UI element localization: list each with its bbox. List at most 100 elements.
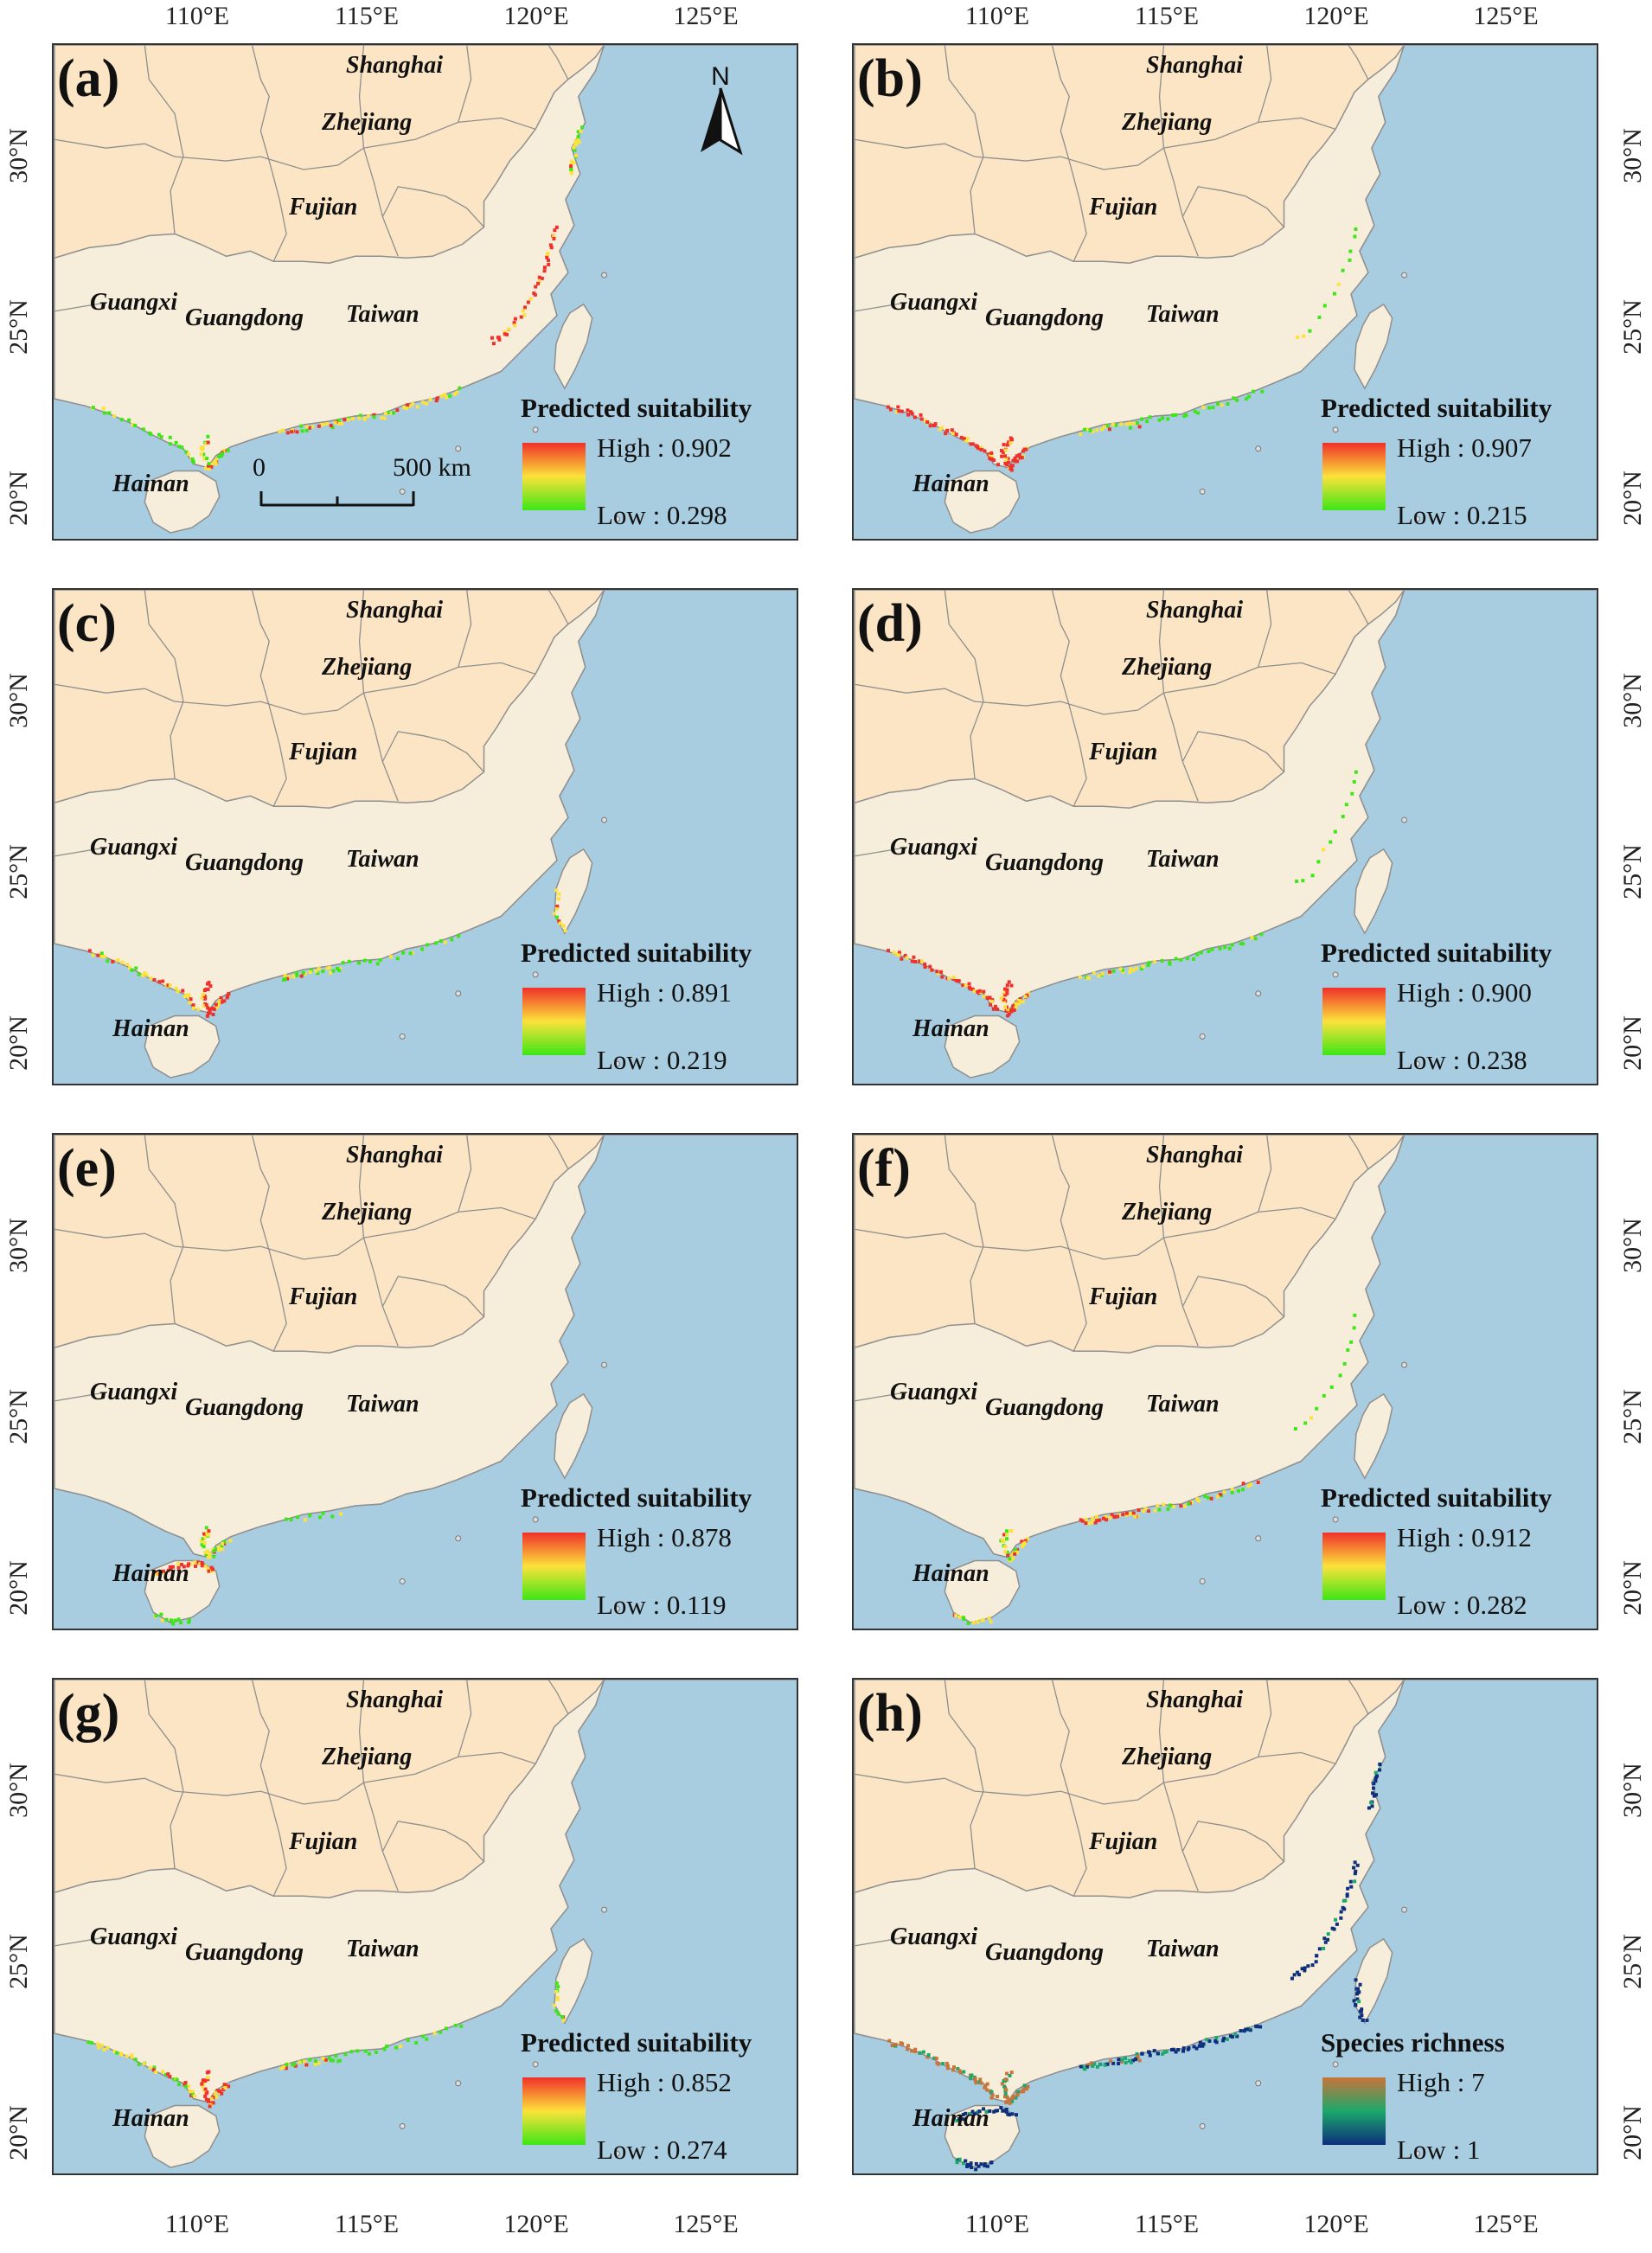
suitability-cell (1230, 1488, 1234, 1492)
province-label-hainan: Hainan (112, 470, 189, 497)
suitability-cell (930, 968, 934, 972)
suitability-cell (341, 961, 345, 965)
suitability-cell (201, 992, 205, 996)
suitability-cell (382, 2047, 387, 2051)
suitability-cell (1100, 971, 1105, 976)
suitability-cell (1341, 815, 1345, 819)
suitability-cell (225, 995, 229, 1000)
suitability-cell (1211, 406, 1215, 410)
suitability-cell (940, 426, 944, 430)
lat-tick-left-row3-1: 25°N (4, 1389, 33, 1444)
lat-tick-right-row1-0: 30°N (1618, 128, 1647, 183)
province-label-guangxi: Guangxi (90, 1923, 178, 1950)
suitability-cell (128, 966, 132, 970)
province-label-zhejiang: Zhejiang (1122, 1199, 1213, 1226)
suitability-cell (1091, 1518, 1095, 1522)
suitability-cell (982, 989, 986, 994)
suitability-cell (558, 921, 562, 925)
suitability-cell (281, 428, 285, 432)
suitability-cell (1216, 1495, 1220, 1499)
suitability-cell (203, 1551, 208, 1555)
suitability-cell (200, 1543, 204, 1547)
lon-tick-top-left-125: 125°E (673, 2, 739, 30)
legend-title: Species richness (1321, 2027, 1505, 2058)
suitability-cell (1228, 2034, 1233, 2039)
suitability-cell (96, 2042, 100, 2046)
suitability-cell (1199, 950, 1203, 955)
suitability-cell (426, 943, 430, 947)
legend-color-ramp (522, 443, 586, 510)
suitability-cell (569, 171, 573, 176)
suitability-cell (170, 1565, 175, 1569)
suitability-cell (900, 2042, 905, 2046)
suitability-cell (1128, 426, 1132, 430)
suitability-cell (207, 2070, 211, 2074)
legend-high-value: High : 0.900 (1397, 977, 1532, 1008)
suitability-cell (299, 974, 304, 978)
suitability-cell (282, 2065, 286, 2070)
suitability-cell (969, 2077, 973, 2081)
suitability-cell (304, 2063, 309, 2067)
suitability-cell (1169, 1503, 1173, 1507)
suitability-cell (961, 2117, 965, 2122)
suitability-cell (1012, 1008, 1016, 1012)
suitability-cell (1086, 1521, 1091, 1526)
lat-tick-right-row3-0: 30°N (1618, 1218, 1647, 1273)
suitability-cell (1137, 425, 1142, 429)
suitability-cell (999, 2106, 1003, 2110)
suitability-cell (974, 2161, 978, 2166)
suitability-cell (459, 2024, 464, 2028)
suitability-cell (999, 996, 1003, 1001)
suitability-cell (574, 153, 579, 157)
suitability-cell (1008, 467, 1013, 471)
suitability-cell (1295, 880, 1299, 884)
suitability-cell (964, 2159, 968, 2163)
suitability-cell (1315, 1954, 1319, 1958)
province-label-shanghai: Shanghai (346, 1687, 444, 1713)
legend-color-ramp (1322, 1533, 1386, 1600)
legend-low-value: Low : 0.119 (597, 1590, 727, 1620)
suitability-cell (1014, 2096, 1018, 2100)
suitability-cell (210, 1567, 215, 1571)
suitability-cell (137, 972, 141, 976)
suitability-cell (968, 2164, 972, 2168)
suitability-cell (1141, 1509, 1145, 1514)
legend-title: Predicted suitability (521, 1482, 752, 1513)
legend-low-value: Low : 0.215 (1397, 500, 1527, 530)
province-border-1 (854, 138, 976, 157)
suitability-cell (513, 317, 517, 321)
suitability-cell (159, 435, 163, 439)
suitability-cell (176, 1617, 181, 1622)
suitability-cell (1112, 1515, 1117, 1520)
legend-low-value: Low : 0.282 (1397, 1590, 1527, 1620)
suitability-cell (346, 418, 350, 422)
suitability-cell (1357, 2000, 1361, 2004)
suitability-cell (965, 437, 970, 440)
suitability-cell (1374, 1793, 1379, 1797)
suitability-cell (222, 1539, 227, 1544)
suitability-cell (1169, 2048, 1174, 2051)
province-border-8 (268, 160, 287, 262)
suitability-cell (1354, 2003, 1358, 2007)
suitability-cell (1134, 2058, 1138, 2062)
suitability-cell (1355, 1997, 1360, 2001)
map-d (854, 590, 1596, 1084)
suitability-cell (536, 281, 541, 285)
suitability-cell (938, 427, 942, 432)
suitability-cell (557, 897, 561, 901)
suitability-cell (935, 970, 939, 974)
suitability-cell (1079, 2064, 1083, 2069)
suitability-cell (939, 970, 944, 974)
suitability-cell (120, 960, 125, 964)
province-label-guangdong: Guangdong (985, 849, 1104, 876)
suitability-cell (1292, 1973, 1297, 1977)
suitability-cell (987, 1616, 991, 1620)
suitability-cell (964, 2111, 968, 2115)
suitability-cell (154, 2071, 158, 2075)
province-border-4 (1158, 590, 1199, 802)
suitability-cell (168, 435, 172, 439)
province-border-1 (54, 1228, 176, 1247)
suitability-cell (988, 995, 992, 1000)
suitability-cell (1003, 1005, 1008, 1009)
suitability-cell (1006, 1553, 1010, 1558)
